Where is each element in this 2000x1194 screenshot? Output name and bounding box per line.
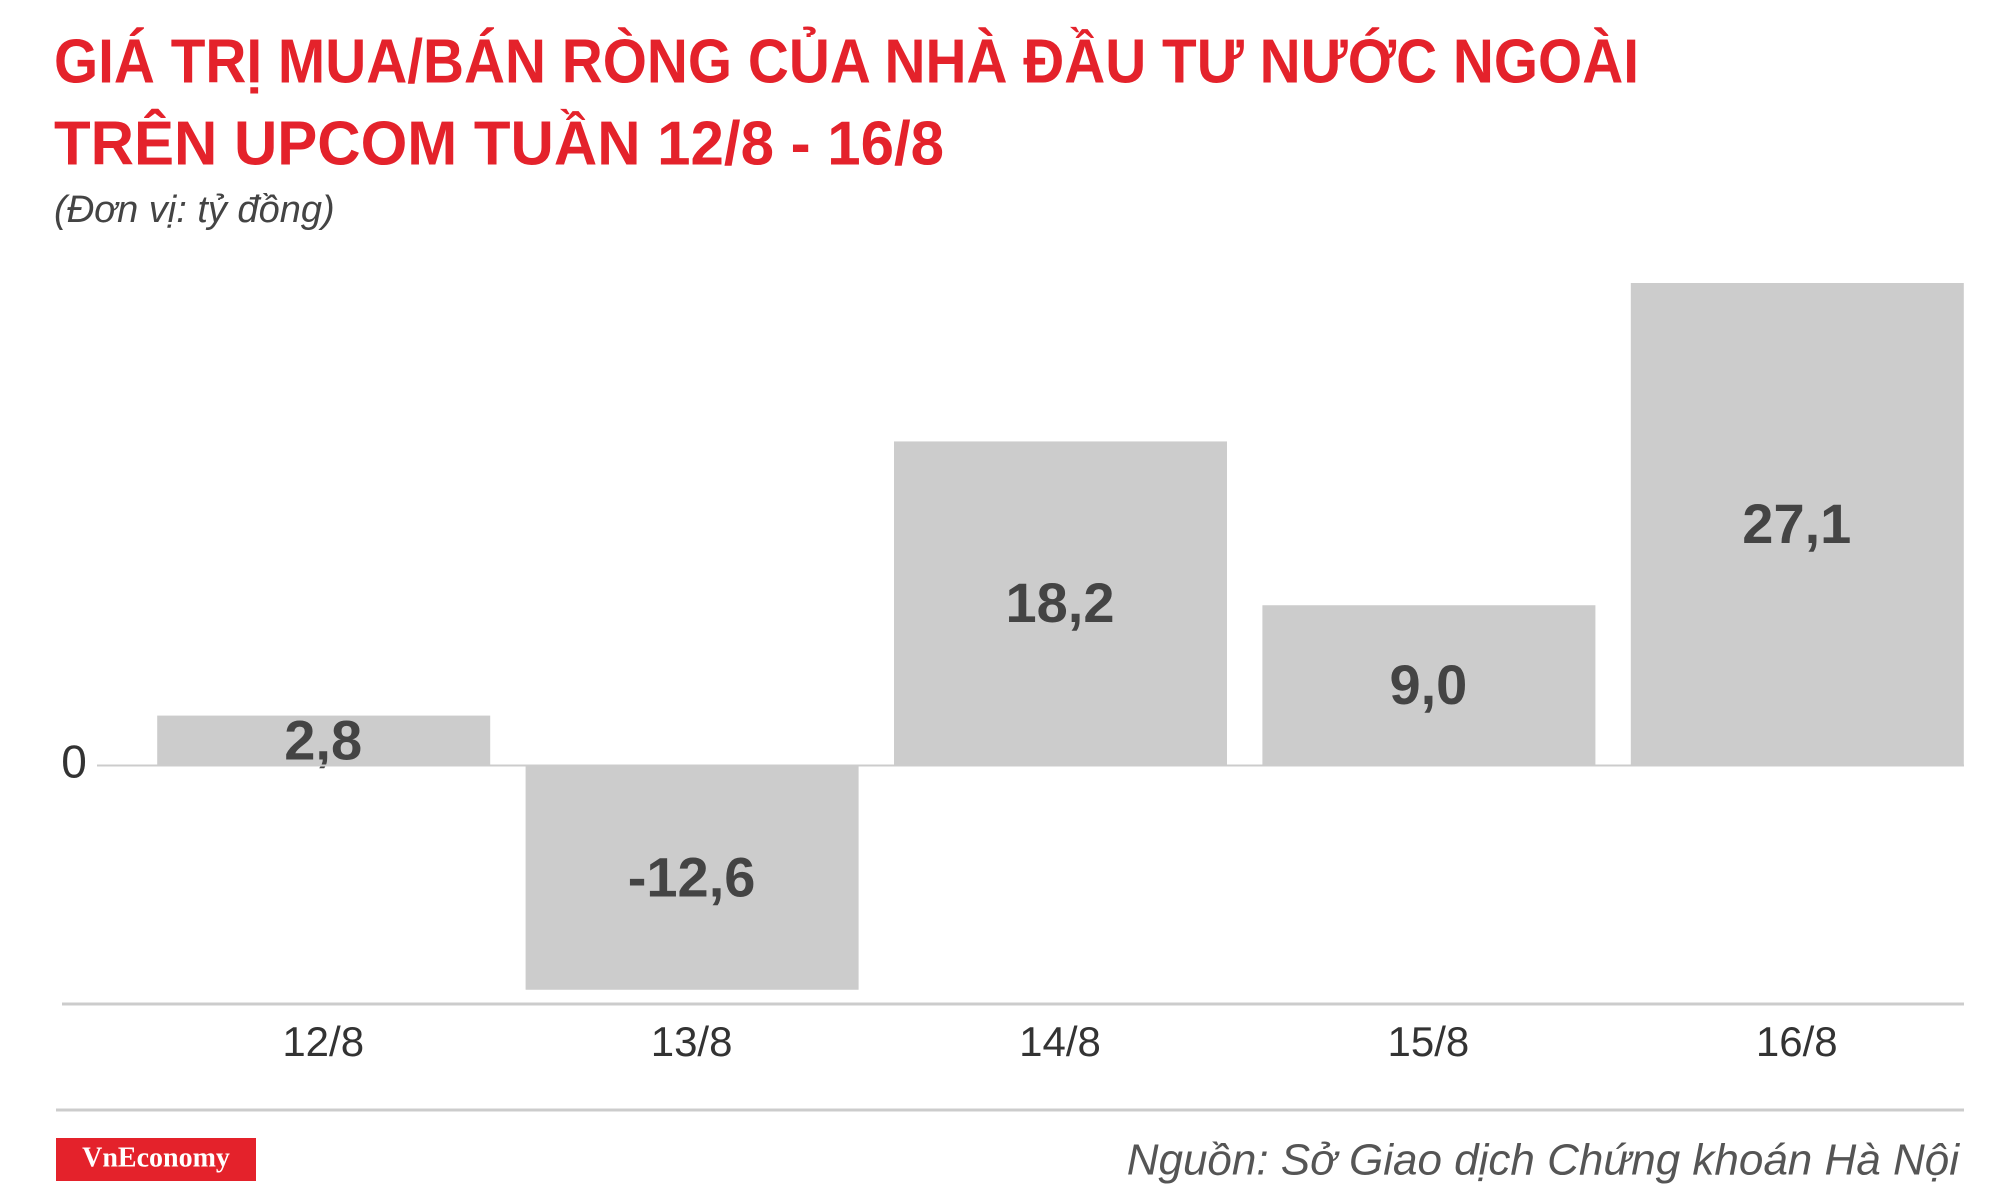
- x-tick-label: 14/8: [1019, 1018, 1101, 1065]
- value-label: -12,6: [628, 845, 756, 908]
- value-label: 2,8: [284, 708, 362, 771]
- bar: [894, 441, 1227, 766]
- chart-title: GIÁ TRỊ MUA/BÁN RÒNG CỦA NHÀ ĐẦU TƯ NƯỚC…: [54, 27, 1639, 96]
- chart-subtitle: (Đơn vị: tỷ đồng): [54, 189, 335, 231]
- x-tick-label: 12/8: [282, 1018, 364, 1065]
- value-label: 27,1: [1742, 492, 1851, 555]
- source: Nguồn: Sở Giao dịch Chứng khoán Hà Nội: [1127, 1136, 1961, 1185]
- x-tick-label: 13/8: [651, 1018, 733, 1065]
- x-tick-label: 16/8: [1756, 1018, 1838, 1065]
- bar: [1262, 605, 1596, 766]
- logo: VnEconomy: [82, 1142, 230, 1173]
- x-tick-label: 15/8: [1388, 1018, 1470, 1065]
- logo-box: [56, 1138, 256, 1181]
- y-tick-label: 0: [61, 736, 87, 788]
- bar: [157, 715, 491, 766]
- bar: [525, 765, 859, 990]
- chart-title: TRÊN UPCOM TUẦN 12/8 - 16/8: [54, 109, 944, 178]
- value-label: 9,0: [1389, 653, 1467, 716]
- bar: [1630, 283, 1964, 766]
- value-label: 18,2: [1006, 571, 1115, 634]
